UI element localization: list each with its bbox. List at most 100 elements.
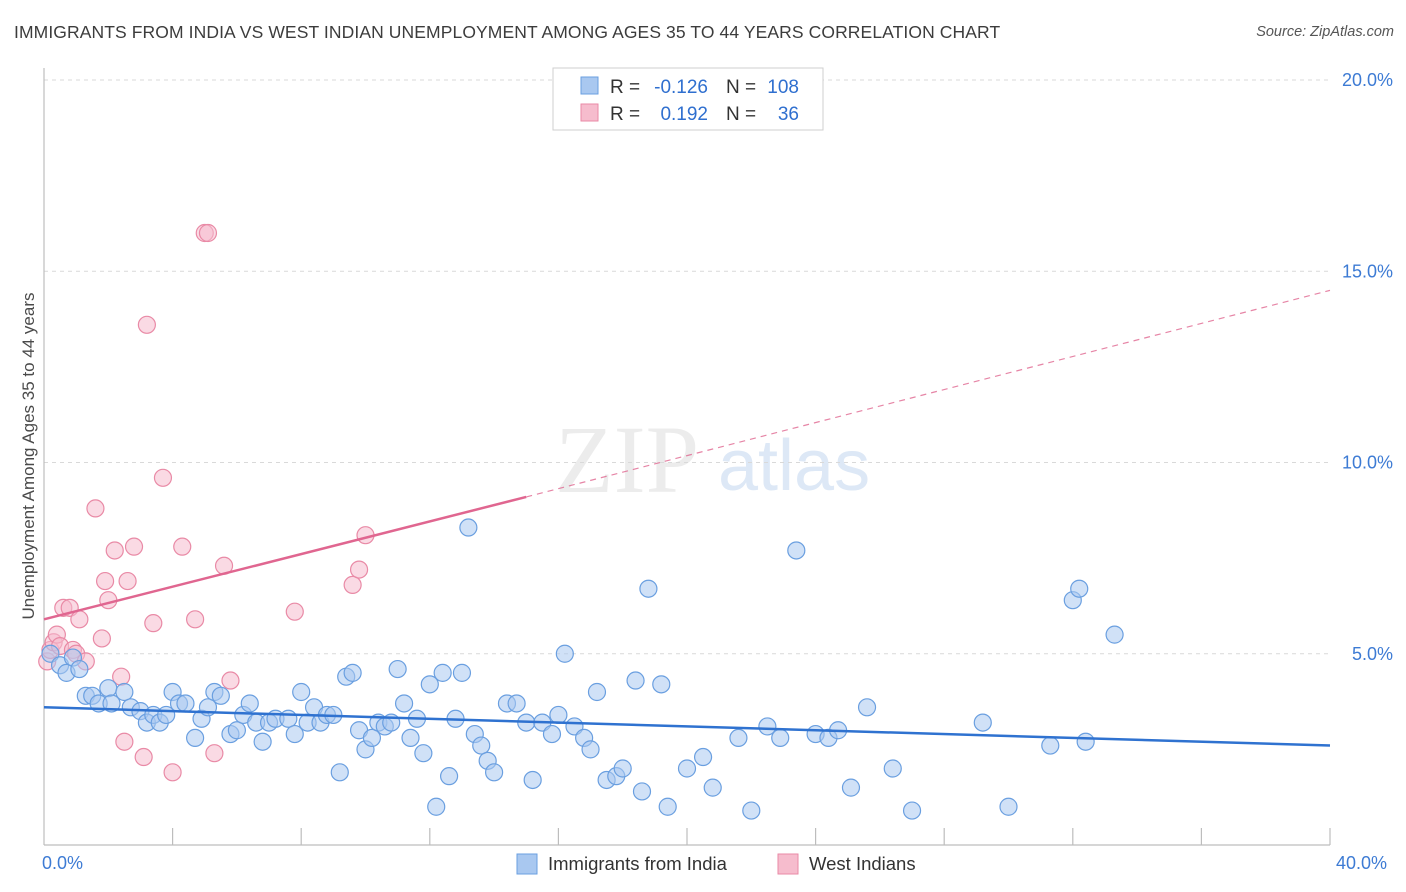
india-point [658, 797, 677, 816]
india-point [115, 682, 134, 702]
india-point [1076, 732, 1095, 751]
india-point [176, 694, 195, 713]
india-point [253, 732, 272, 751]
west-indians-point [186, 610, 205, 629]
india-point [186, 728, 205, 748]
west-indians-point [105, 541, 124, 560]
india-point [729, 728, 748, 748]
india-point [883, 759, 902, 778]
trend-lines [43, 289, 1331, 747]
india-point [632, 782, 652, 801]
india-point [902, 801, 922, 820]
west-indians-point [70, 610, 89, 629]
india-point [285, 724, 304, 744]
india-point [677, 759, 697, 778]
india-points [41, 518, 1124, 820]
west-indians-point [153, 468, 173, 487]
x-tick-label-min: 0.0% [42, 853, 83, 873]
west-indians-point [349, 560, 369, 579]
india-point [459, 518, 478, 537]
india-point [758, 717, 777, 736]
y-axis-label: Unemployment Among Ages 35 to 44 years [19, 293, 38, 620]
legend-r-value-blue: -0.126 [654, 77, 708, 98]
legend-swatch-blue [580, 76, 599, 95]
india-point [555, 644, 574, 663]
india-point [626, 671, 645, 690]
india-point [693, 747, 713, 767]
west-indians-point [163, 763, 182, 782]
y-tick-labels: 5.0% 10.0% 15.0% 20.0% [1342, 70, 1393, 664]
legend-n-value-blue: 108 [767, 77, 799, 98]
india-point [330, 763, 349, 782]
west-indians-point [124, 537, 144, 556]
west-indians-point [115, 732, 134, 751]
india-trend-line [43, 706, 1331, 747]
india-point [279, 709, 298, 728]
watermark-zip: ZIP [555, 406, 699, 513]
india-point [1105, 625, 1124, 644]
india-point [771, 728, 790, 748]
x-tick-label-max: 40.0% [1336, 853, 1387, 873]
india-point [99, 679, 118, 698]
india-point [343, 663, 362, 682]
india-point [485, 763, 504, 782]
india-point [439, 767, 459, 786]
west-indians-point [118, 571, 137, 591]
west-indians-point [173, 537, 192, 556]
west-indians-point [86, 499, 105, 518]
west-indians-trend-line [43, 495, 527, 621]
west-indians-point [95, 571, 115, 591]
west-indians-point [99, 591, 118, 610]
west-indians-point [144, 614, 163, 633]
india-point [394, 694, 414, 713]
india-point [542, 724, 562, 744]
bottom-legend-label-pink: West Indians [809, 853, 916, 874]
y-tick-label-10: 10.0% [1342, 453, 1393, 473]
legend-box: R = -0.126 N = 108 R = 0.192 N = 36 [552, 67, 824, 131]
india-point [507, 694, 526, 713]
y-tick-label-15: 15.0% [1342, 261, 1393, 281]
india-point [613, 759, 632, 778]
india-point [703, 778, 722, 797]
india-point [401, 728, 420, 748]
india-point [999, 797, 1018, 816]
india-point [211, 686, 230, 705]
india-point [292, 682, 311, 702]
west-indians-point [343, 575, 362, 595]
bottom-legend-label-blue: Immigrants from India [548, 853, 728, 874]
legend-n-label-pink: N = [726, 104, 756, 125]
india-point [388, 659, 407, 679]
india-point [433, 663, 452, 682]
india-point [362, 728, 382, 748]
chart-title: IMMIGRANTS FROM INDIA VS WEST INDIAN UNE… [14, 22, 1001, 42]
bottom-legend-swatch-pink [777, 853, 799, 875]
bottom-legend-swatch-blue [516, 853, 538, 875]
gridlines [44, 79, 1330, 655]
india-point [472, 736, 491, 755]
legend-n-value-pink: 36 [778, 104, 799, 125]
west-indians-point [221, 671, 240, 690]
west-indians-point [198, 223, 218, 243]
legend-swatch-pink [580, 103, 599, 122]
source-credit: Source: ZipAtlas.com [1256, 24, 1394, 40]
india-point [787, 541, 806, 560]
india-point [414, 744, 433, 763]
india-point [420, 675, 439, 694]
west-indians-point [134, 747, 153, 767]
india-point [523, 770, 542, 790]
india-point [652, 675, 671, 694]
india-point [973, 713, 992, 732]
india-point [427, 797, 446, 816]
india-point [102, 694, 121, 713]
watermark-atlas: atlas [718, 426, 870, 506]
west-indians-point [137, 315, 156, 334]
india-point [1041, 736, 1060, 755]
india-point [227, 721, 246, 740]
india-point [581, 740, 600, 759]
india-point [857, 698, 877, 717]
india-point [70, 659, 89, 679]
india-point [452, 663, 472, 682]
legend-r-label-blue: R = [610, 77, 640, 98]
bottom-legend: Immigrants from India West Indians [516, 853, 916, 875]
